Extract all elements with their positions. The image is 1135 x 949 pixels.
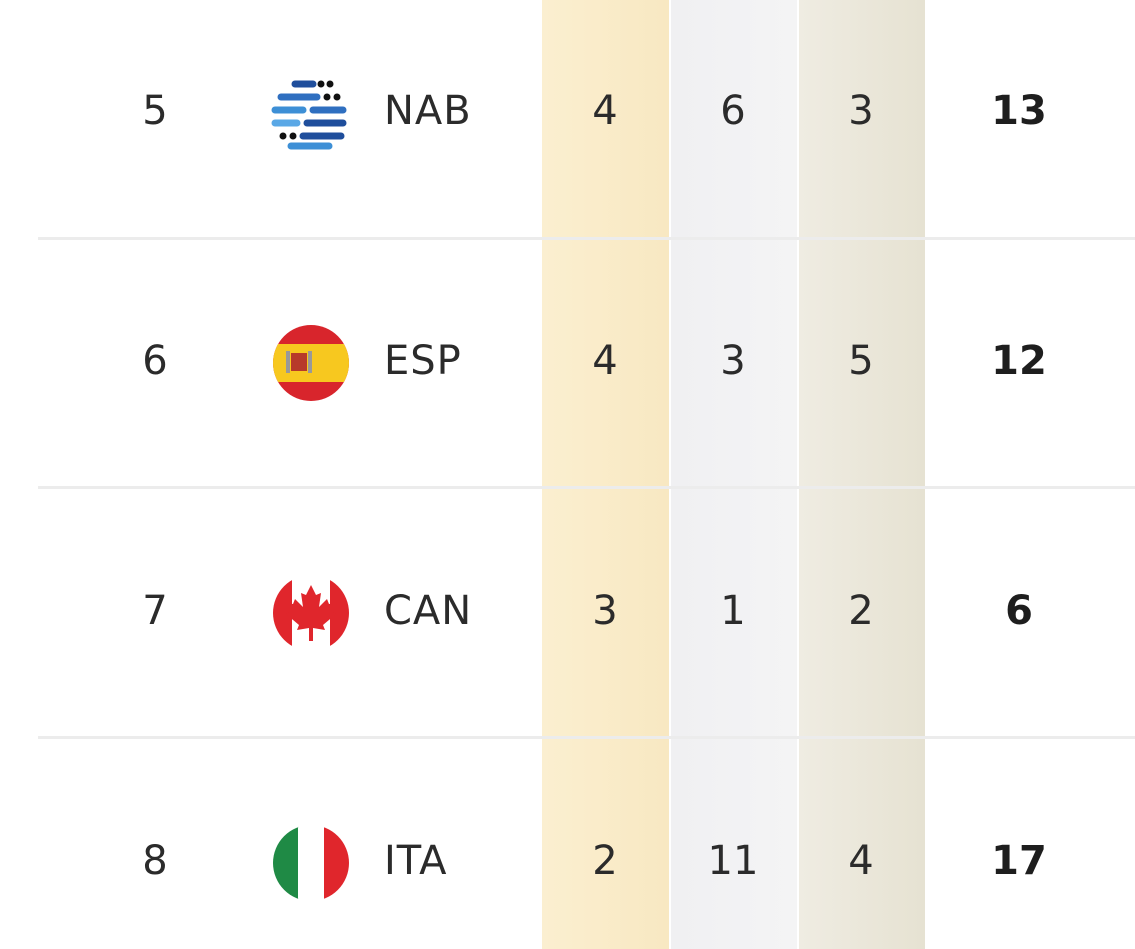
silver-count: 3 bbox=[720, 338, 745, 384]
bronze-count: 5 bbox=[848, 338, 873, 384]
country-code: CAN bbox=[384, 588, 472, 634]
flag-icon bbox=[271, 80, 347, 150]
silver-count: 6 bbox=[720, 88, 745, 134]
flag-icon bbox=[273, 575, 349, 651]
bronze-count: 3 bbox=[848, 88, 873, 134]
gold-count: 2 bbox=[592, 838, 617, 884]
country-code: ITA bbox=[384, 838, 448, 884]
bronze-column bbox=[799, 0, 925, 949]
flag-icon bbox=[273, 825, 349, 901]
silver-count: 1 bbox=[720, 588, 745, 634]
bronze-count: 4 bbox=[848, 838, 873, 884]
row-dividers bbox=[38, 237, 1135, 739]
total-count: 6 bbox=[1005, 588, 1033, 634]
silver-column bbox=[671, 0, 797, 949]
bronze-count: 2 bbox=[848, 588, 873, 634]
gold-count: 4 bbox=[592, 338, 617, 384]
country-code: ESP bbox=[384, 338, 462, 384]
gold-count: 4 bbox=[592, 88, 617, 134]
gold-count: 3 bbox=[592, 588, 617, 634]
rank: 6 bbox=[142, 338, 167, 384]
rank: 8 bbox=[142, 838, 167, 884]
rank: 5 bbox=[142, 88, 167, 134]
gold-column bbox=[542, 0, 669, 949]
country-code: NAB bbox=[384, 88, 472, 134]
total-count: 17 bbox=[991, 838, 1047, 884]
flag-icon bbox=[273, 325, 349, 401]
silver-count: 11 bbox=[708, 838, 759, 884]
rank: 7 bbox=[142, 588, 167, 634]
total-count: 12 bbox=[991, 338, 1047, 384]
total-count: 13 bbox=[991, 88, 1047, 134]
